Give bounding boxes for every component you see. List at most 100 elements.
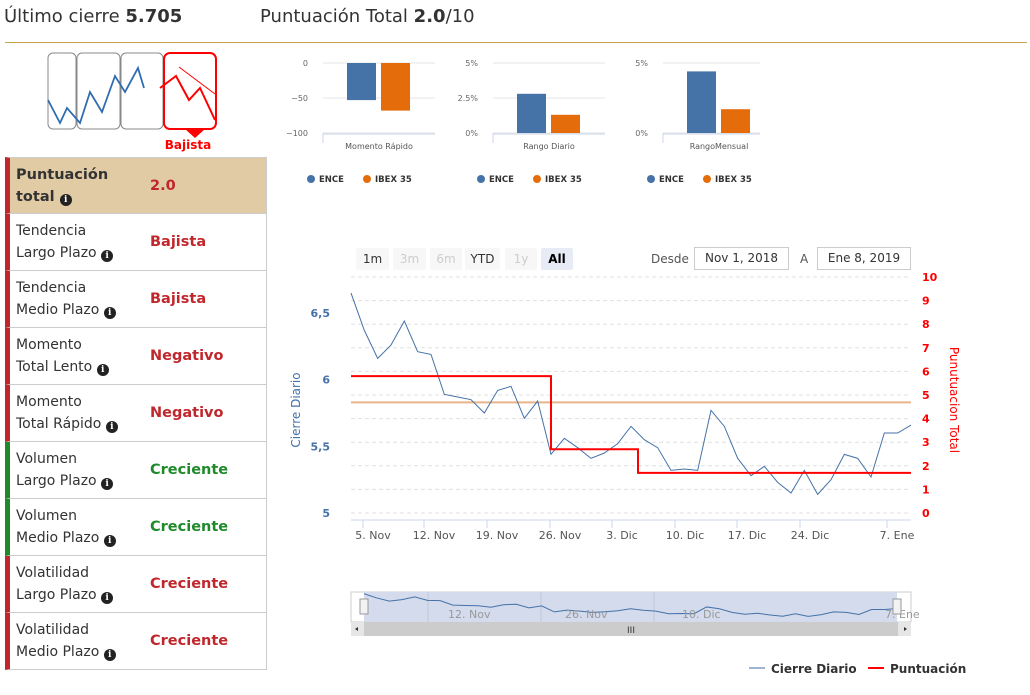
total-score: Puntuación Total 2.0/10 xyxy=(260,6,475,27)
navigator-handle[interactable] xyxy=(892,598,902,615)
info-icon[interactable]: i xyxy=(59,193,72,206)
y2-tick-label: 10 xyxy=(922,271,938,284)
info-icon[interactable]: i xyxy=(101,592,114,604)
indicator-label-line1: Tendencia xyxy=(16,280,87,296)
tick-label: −50 xyxy=(291,94,308,103)
indicator-label-line1: Puntuación xyxy=(16,166,109,183)
legend-puntuacion[interactable]: Puntuación xyxy=(868,662,966,676)
scrollbar[interactable] xyxy=(351,622,911,636)
indicator-label-line1: Volatilidad xyxy=(16,622,90,638)
info-icon[interactable]: i xyxy=(103,535,116,547)
y2-tick-label: 0 xyxy=(922,507,930,520)
legend-label: ENCE xyxy=(319,175,344,185)
y2-tick-label: 9 xyxy=(922,295,930,308)
range-button-6m[interactable]: 6m xyxy=(430,248,462,270)
info-icon[interactable]: i xyxy=(103,649,116,661)
legend-marker xyxy=(703,175,711,183)
info-icon[interactable]: i xyxy=(96,364,109,376)
legend-label: IBEX 35 xyxy=(375,175,412,185)
indicator-row: Tendencia Largo Plazo i Bajista xyxy=(5,214,267,271)
x-tick-label: 10. Dic xyxy=(666,529,705,542)
range-button-3m[interactable]: 3m xyxy=(393,248,426,270)
range-button-ytd[interactable]: YTD xyxy=(465,248,500,270)
indicator-label-line1: Volatilidad xyxy=(16,565,90,581)
last-close-label: Último cierre xyxy=(4,6,120,27)
trend-label: Bajista xyxy=(165,138,211,152)
y-tick-label: 6 xyxy=(322,374,330,387)
from-label: Desde xyxy=(651,252,689,266)
y2-tick-label: 4 xyxy=(922,413,930,426)
indicator-row: Volumen Medio Plazo i Creciente xyxy=(5,499,267,556)
range-button-1m[interactable]: 1m xyxy=(356,248,389,270)
indicator-label-line1: Volumen xyxy=(16,508,77,524)
x-tick-label: 19. Nov xyxy=(476,529,519,542)
legend-label: Cierre Diario xyxy=(771,662,857,676)
indicator-value: Negativo xyxy=(150,405,224,421)
bar-ibex xyxy=(381,63,410,111)
navigator-tick-label: 7. Ene xyxy=(885,608,920,621)
from-date-input[interactable]: Nov 1, 2018 xyxy=(694,247,789,270)
legend-label: ENCE xyxy=(489,175,514,185)
tick-label: 5% xyxy=(635,59,648,68)
tick-label: −100 xyxy=(286,129,308,138)
indicator-row: Volatilidad Medio Plazo i Creciente xyxy=(5,613,267,670)
bar-ibex xyxy=(551,114,580,133)
info-icon[interactable]: i xyxy=(105,421,118,433)
navigator-tick-label: 26. Nov xyxy=(565,608,608,621)
indicator-value: Creciente xyxy=(150,633,229,649)
navigator-selection xyxy=(364,592,897,622)
indicator-label: Volumen Medio Plazo i xyxy=(10,505,150,549)
y2-tick-label: 3 xyxy=(922,436,930,449)
tick-label: 0% xyxy=(635,129,648,138)
range-button-1y[interactable]: 1y xyxy=(505,248,537,270)
scroll-left-button[interactable] xyxy=(351,622,364,636)
x-axis-label: RangoMensual xyxy=(690,142,749,151)
last-close-value: 5.705 xyxy=(125,6,183,27)
navigator-handle[interactable] xyxy=(359,598,369,615)
legend-label: ENCE xyxy=(659,175,684,185)
indicator-label-line2: Total Lento xyxy=(16,359,93,375)
y2-tick-label: 8 xyxy=(922,318,930,331)
x-tick-label: 24. Dic xyxy=(791,529,830,542)
x-tick-label: 7. Ene xyxy=(880,529,915,542)
tick-label: 5% xyxy=(465,59,478,68)
y2-tick-label: 1 xyxy=(922,483,930,496)
info-icon[interactable]: i xyxy=(101,250,114,262)
last-close: Último cierre 5.705 xyxy=(4,6,182,27)
header-divider xyxy=(5,42,1027,43)
indicator-label-line1: Volumen xyxy=(16,451,77,467)
y-axis-title: Cierre Diario xyxy=(289,372,303,447)
x-tick-label: 5. Nov xyxy=(355,529,391,542)
navigator xyxy=(350,591,912,623)
x-tick-label: 17. Dic xyxy=(728,529,767,542)
indicator-value: Creciente xyxy=(150,462,229,478)
info-icon[interactable]: i xyxy=(103,307,116,319)
indicator-label-line2: Largo Plazo xyxy=(16,587,97,603)
legend-label: IBEX 35 xyxy=(545,175,582,185)
indicator-table: Puntuación total i 2.0 Tendencia Largo Plazo… xyxy=(5,157,267,670)
indicator-value: 2.0 xyxy=(150,177,176,194)
info-icon[interactable]: i xyxy=(101,478,114,490)
legend-cierre-diario[interactable]: Cierre Diario xyxy=(749,662,857,676)
indicator-label: Tendencia Medio Plazo i xyxy=(10,277,150,321)
y2-tick-label: 2 xyxy=(922,460,930,473)
indicator-label-line1: Momento xyxy=(16,337,82,353)
indicator-value: Bajista xyxy=(150,234,207,250)
scroll-right-button[interactable] xyxy=(898,622,911,636)
indicator-value: Creciente xyxy=(150,576,229,592)
indicator-label-line2: Total Rápido xyxy=(16,416,102,432)
range-button-all[interactable]: All xyxy=(541,248,573,270)
x-tick-label: 3. Dic xyxy=(606,529,638,542)
indicator-label: Tendencia Largo Plazo i xyxy=(10,220,150,264)
indicator-row: Momento Total Rápido i Negativo xyxy=(5,385,267,442)
mini-chart-1: 5% 2.5% 0% Rango Diario ENCE IBEX 35 xyxy=(458,59,605,185)
legend-marker xyxy=(477,175,485,183)
legend-label: Puntuación xyxy=(890,662,967,676)
y2-tick-label: 5 xyxy=(922,389,930,402)
y2-tick-label: 7 xyxy=(922,342,930,355)
x-axis-label: Momento Rápido xyxy=(345,142,413,151)
x-tick-label: 26. Nov xyxy=(539,529,582,542)
indicator-label-line1: Momento xyxy=(16,394,82,410)
to-date-input[interactable]: Ene 8, 2019 xyxy=(817,247,911,270)
indicator-label: Volatilidad Largo Plazo i xyxy=(10,562,150,606)
